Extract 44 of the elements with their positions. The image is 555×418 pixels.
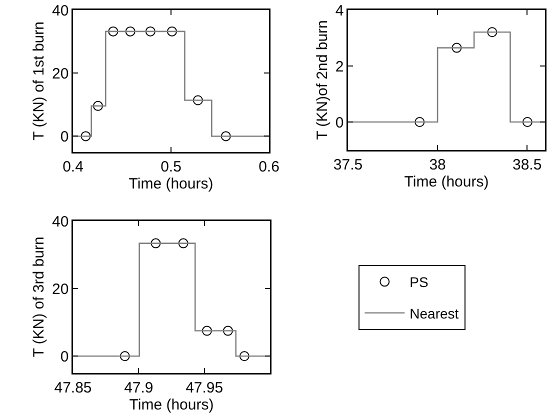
y-tick-label: 0 (60, 128, 69, 146)
point (120, 351, 130, 362)
y-axis-title: T (KN) of 3rd burn (30, 236, 48, 358)
point (166, 26, 177, 36)
y-tick-label: 4 (335, 2, 344, 20)
x-tick-label: 47.85 (54, 379, 92, 396)
x-tick-label: 37.5 (333, 156, 363, 174)
point (150, 238, 161, 248)
x-tick-label: 0.4 (62, 158, 84, 176)
x-tick-label: 38 (429, 156, 446, 174)
legend-label: Nearest (410, 305, 459, 322)
y-tick-label: 2 (335, 58, 344, 76)
y-tick-label: 20 (52, 280, 69, 298)
point (80, 131, 91, 142)
y-axis-title: T (KN)of 2nd burn (314, 20, 331, 140)
point (178, 238, 188, 248)
point (220, 131, 231, 142)
y-axis-title: T (KN) of 1st burn (30, 22, 48, 140)
x-tick-label: 47.9 (124, 379, 154, 396)
legend-label: PS (410, 274, 428, 290)
x-tick-label: 47.95 (186, 379, 224, 396)
y-tick-label: 40 (52, 213, 69, 230)
y-tick-label: 0 (60, 348, 69, 366)
x-tick-label: 0.5 (160, 158, 182, 176)
point (125, 26, 136, 36)
y-tick-label: 0 (335, 114, 344, 132)
point (487, 27, 498, 38)
x-tick-label: 0.6 (258, 158, 280, 176)
y-tick-label: 20 (52, 65, 69, 82)
x-axis-title: Time (hours) (404, 173, 489, 190)
y-tick-label: 40 (52, 2, 69, 20)
point (414, 117, 425, 127)
point (522, 117, 532, 127)
point (222, 326, 233, 336)
point (202, 326, 212, 336)
point (452, 42, 462, 53)
point (92, 100, 103, 111)
point (145, 26, 156, 36)
x-axis-title: Time (hours) (128, 175, 214, 192)
x-axis-title: Time (hours) (129, 396, 214, 414)
point (239, 351, 250, 362)
point (192, 95, 203, 106)
x-tick-label: 38.5 (512, 156, 542, 174)
point (108, 26, 118, 36)
